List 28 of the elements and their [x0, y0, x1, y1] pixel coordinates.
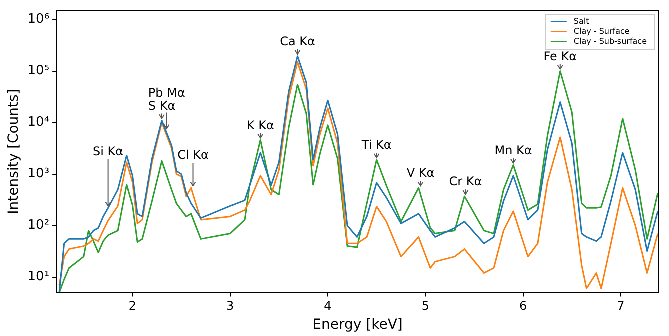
y-axis-title: Intensity [Counts]	[6, 89, 22, 214]
annotation: Mn Kα	[494, 143, 532, 158]
y-tick-label: 10²	[28, 218, 50, 234]
annotation: V Kα	[406, 166, 435, 180]
y-tick-label: 10³	[28, 166, 50, 182]
legend-label: Clay - Surface	[574, 26, 630, 36]
annotation: Ti Kα	[360, 138, 392, 152]
y-tick-label: 10⁴	[28, 115, 50, 130]
annotation: Cl Kα	[178, 148, 209, 162]
x-tick-label: 5	[422, 299, 430, 314]
y-tick-label: 10⁶	[28, 12, 50, 28]
y-tick-label: 10¹	[28, 270, 50, 285]
annotation: Ca Kα	[280, 34, 316, 49]
annotation: Si Kα	[93, 144, 124, 158]
annotation: K Kα	[246, 118, 274, 132]
x-tick-label: 7	[617, 299, 625, 314]
x-tick-label: 6	[519, 299, 528, 314]
legend-label: Salt	[574, 16, 590, 26]
legend-label: Clay - Sub-surface	[574, 36, 648, 46]
x-tick-label: 2	[128, 299, 137, 314]
annotation: S Kα	[148, 98, 176, 113]
annotation: Cr Kα	[449, 174, 482, 189]
x-tick-label: 4	[324, 299, 332, 314]
x-axis-title: Energy [keV]	[312, 317, 403, 334]
y-tick-label: 10⁵	[28, 64, 50, 79]
annotation: Pb Mα	[148, 86, 186, 100]
annotation: Fe Kα	[544, 49, 578, 64]
x-tick-label: 3	[226, 299, 234, 314]
